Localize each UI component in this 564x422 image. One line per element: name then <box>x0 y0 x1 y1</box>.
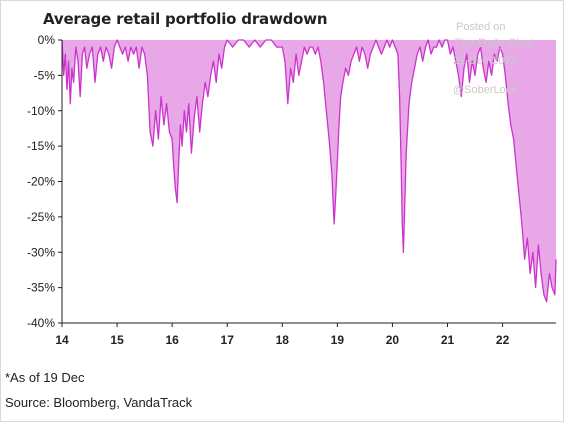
watermark-handle: @SoberLook <box>453 84 518 96</box>
series-0-line <box>61 39 557 303</box>
y-tick-label: -25% <box>27 210 55 224</box>
x-tick-label: 22 <box>496 333 510 347</box>
y-tick-label: -20% <box>27 175 55 189</box>
series-group <box>61 39 557 303</box>
y-tick-label: -10% <box>27 104 55 118</box>
x-tick-label: 15 <box>110 333 124 347</box>
y-tick-label: -5% <box>34 68 56 82</box>
x-tick-label: 19 <box>331 333 345 347</box>
y-tick-label: -35% <box>27 281 55 295</box>
y-tick-label: -30% <box>27 245 55 259</box>
x-tick-label: 14 <box>55 333 69 347</box>
y-tick-label: -40% <box>27 316 55 330</box>
series-0-area <box>62 40 556 302</box>
chart-title: Average retail portfolio drawdown <box>43 10 328 28</box>
y-tick-label: -15% <box>27 139 55 153</box>
axes-group: 0% -5% -10% -15% -20% -25% -30% -35% -40%14 15 16 1… <box>27 33 556 347</box>
x-tick-label: 18 <box>276 333 290 347</box>
watermark-posted: Posted on <box>456 21 506 33</box>
x-tick-label: 21 <box>441 333 455 347</box>
y-tick-label: 0% <box>38 33 56 47</box>
source-note: Source: Bloomberg, VandaTrack <box>5 395 193 410</box>
watermark-date: 22-Dec-2022 <box>453 55 517 67</box>
x-tick-label: 20 <box>386 333 400 347</box>
footnote: *As of 19 Dec <box>5 370 85 385</box>
watermark-brand: The Daily Shot <box>454 36 533 50</box>
x-tick-label: 17 <box>221 333 235 347</box>
x-tick-label: 16 <box>165 333 179 347</box>
